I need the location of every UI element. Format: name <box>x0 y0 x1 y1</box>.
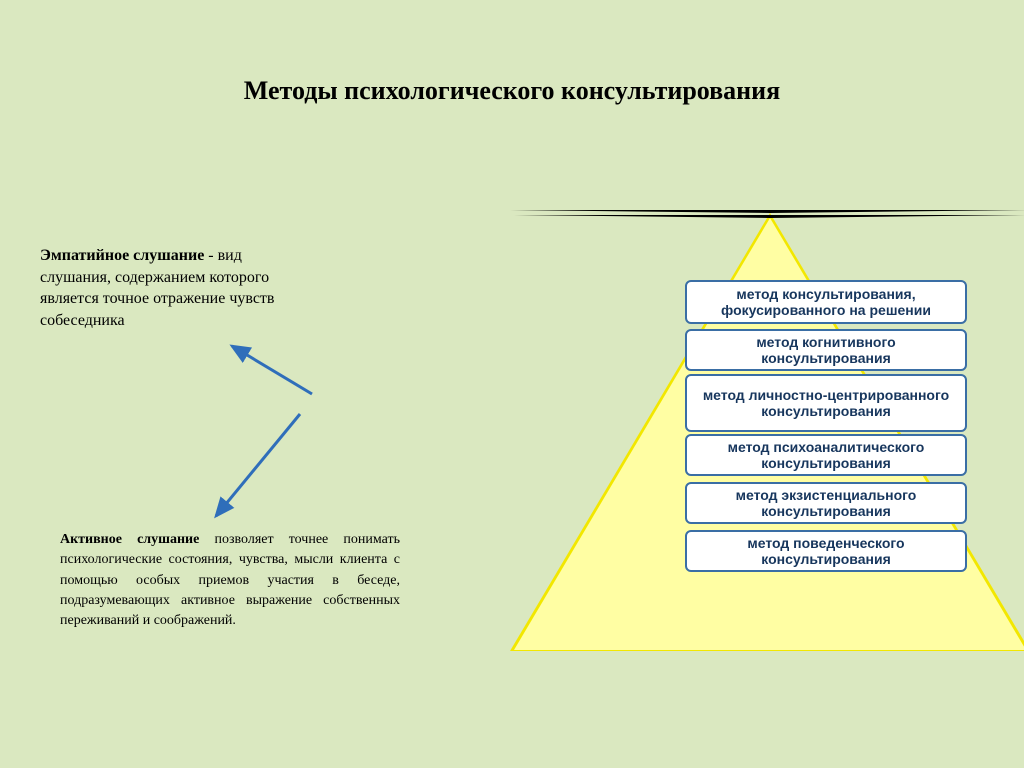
arrows-svg <box>0 0 1024 768</box>
arrow-to-empathic <box>232 346 312 394</box>
arrow-to-active <box>216 414 300 516</box>
